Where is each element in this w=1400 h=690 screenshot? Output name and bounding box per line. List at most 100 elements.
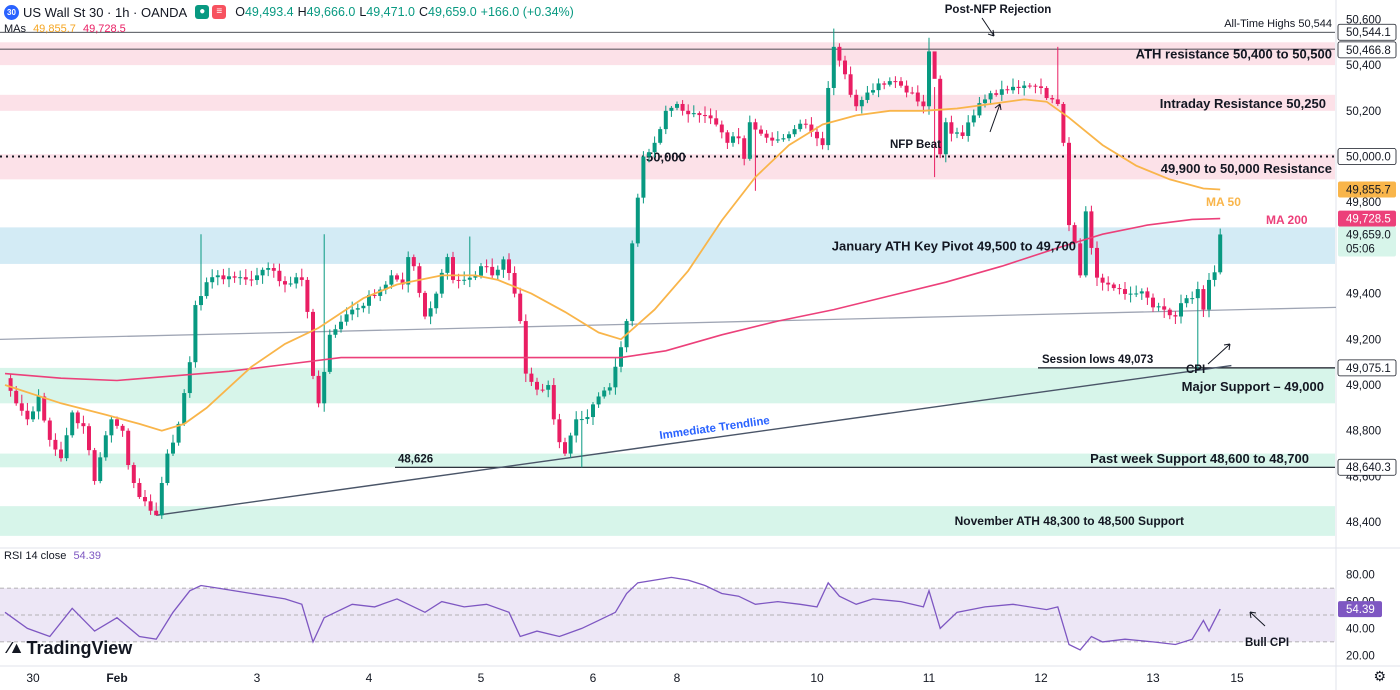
candle-body [686,110,691,115]
candle [249,270,254,287]
candle-body [658,129,663,143]
candle [59,441,63,462]
candle-body [882,83,887,85]
candle-body [994,93,999,95]
candle-body [462,279,467,281]
candle-body [787,134,791,139]
candle-body [630,243,635,322]
candle-body [299,277,304,280]
candle-body [977,103,982,116]
candle [820,131,825,150]
candle-body [1044,87,1049,99]
candle [344,307,349,326]
candle-body [848,74,853,95]
candle [1055,46,1060,106]
grey-trendline [0,306,1337,340]
candle-body [406,257,411,285]
candle [383,281,388,295]
ma-legend[interactable]: MAs 49,855.7 49,728.5 [4,23,126,35]
candle-body [143,497,147,502]
candle-body [81,423,86,427]
candle [361,302,366,313]
candle [742,135,747,166]
candle [1207,272,1211,318]
candle-body [596,396,601,405]
candle [339,315,343,333]
candle [647,148,651,163]
zone-support-4 [0,367,1335,404]
candle [1173,311,1178,324]
candle [1005,85,1010,94]
candle [1011,78,1015,94]
x-tick-label: 6 [590,671,597,685]
candle [854,89,859,111]
candle-body [283,281,287,285]
interval-dot-icon[interactable]: ● [195,5,210,19]
symbol-title[interactable]: US Wall St 30 · 1h · OANDA [23,4,188,20]
candle [1027,83,1032,89]
candle-body [563,442,567,454]
candle [977,96,982,118]
candle-body [1005,89,1010,91]
settings-gear-icon[interactable]: ⚙ [1373,668,1386,684]
candle-body [943,122,948,155]
candle-body [557,419,562,443]
candle [697,111,702,123]
candle [277,263,282,287]
price-tag-2: 50,000.0 [1346,152,1391,164]
rsi-legend[interactable]: RSI 14 close 54.39 [4,550,101,562]
candle-body [260,269,265,276]
candle [1022,81,1027,96]
candle-body [473,275,478,278]
candle-body [1078,243,1083,276]
sell-icon[interactable]: ≡ [212,5,227,19]
y-tick-label: 49,800 [1346,197,1381,209]
candle-body [1134,293,1139,295]
candle-body [1106,282,1111,285]
candle [815,126,819,147]
candle [64,427,69,462]
tradingview-logo[interactable]: ⁄▲ TradingView [8,638,132,659]
candle-body [204,282,209,297]
candle [1111,282,1116,291]
candle-body [613,366,618,388]
rsi-current-tag: 54.39 [1346,604,1375,616]
candle-body [826,87,831,146]
candle [574,411,579,443]
candle [1044,86,1049,100]
ma-legend-label: MAs [4,23,26,35]
candle-body [697,113,702,116]
candle-body [1039,86,1043,88]
candle [154,502,159,516]
candle-body [288,283,293,285]
candle-body [770,137,775,141]
candle [691,105,696,118]
candle [389,270,394,289]
candle [843,55,847,80]
candle-body [333,329,338,335]
candle-body [120,425,125,431]
candle-body [1072,225,1077,244]
candle [467,236,472,288]
candle [131,462,136,489]
candle [25,402,30,426]
candle [591,401,595,425]
candle-body [159,483,164,516]
candle [1162,298,1167,318]
candle-body [221,275,226,280]
candle-body [389,275,394,285]
candle [988,90,993,105]
rsi-current-tag-bg [1338,601,1382,618]
candle-body [798,123,803,130]
candle-body [25,410,30,420]
chart-header: 30 US Wall St 30 · 1h · OANDA ● ≡ O 49,49… [4,3,578,21]
ma200-line [4,217,1221,382]
candle-body [899,81,903,86]
candle [607,383,612,395]
candle-body [70,412,75,436]
rsi-tick-label: 40.00 [1346,623,1375,635]
cpi-arrow-icon [1207,343,1231,365]
level-50000-label: 50,000 [646,150,686,165]
candle-body [714,118,719,125]
